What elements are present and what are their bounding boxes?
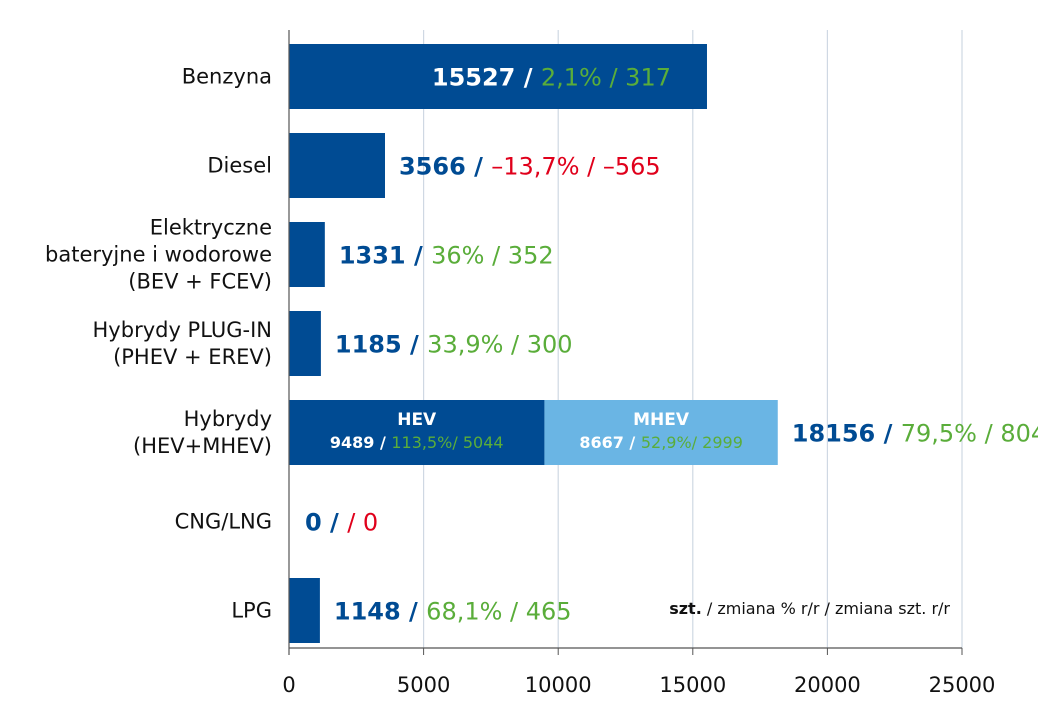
value-change: / 0 bbox=[347, 509, 378, 537]
value-change: 68,1% / 465 bbox=[426, 598, 571, 626]
legend-units: szt. bbox=[669, 599, 702, 618]
bar bbox=[289, 311, 321, 376]
value-label: 1331 / 36% / 352 bbox=[339, 242, 554, 270]
category-label-line: (HEV+MHEV) bbox=[133, 434, 272, 458]
value-number: 1148 / bbox=[334, 598, 426, 626]
segment-value: 8667 / bbox=[579, 433, 641, 452]
value-change: 79,5% / 8043 bbox=[901, 420, 1038, 448]
segment-name-label: MHEV bbox=[633, 410, 690, 430]
value-label: 18156 / 79,5% / 8043 bbox=[792, 420, 1038, 448]
value-number: 18156 / bbox=[792, 420, 901, 448]
bar bbox=[289, 133, 385, 198]
legend-note: szt. / zmiana % r/r / zmiana szt. r/r bbox=[669, 599, 950, 618]
segment-change: 52,9%/ 2999 bbox=[641, 433, 743, 452]
category-label-line: (PHEV + EREV) bbox=[113, 345, 272, 369]
bar-segment-hev bbox=[289, 400, 545, 465]
legend-rest: / zmiana % r/r / zmiana szt. r/r bbox=[702, 599, 951, 618]
value-number: 1185 / bbox=[335, 331, 427, 359]
value-change: 36% / 352 bbox=[431, 242, 554, 270]
value-change: 33,9% / 300 bbox=[427, 331, 572, 359]
value-labels: 15527 / 2,1% / 317 3566 / –13,7% / –565 13… bbox=[305, 64, 1038, 626]
bars bbox=[289, 44, 778, 643]
tick-label: 10000 bbox=[525, 673, 592, 697]
category-label-line: Elektryczne bbox=[150, 216, 272, 240]
category-label-line: Hybrydy PLUG-IN bbox=[93, 318, 272, 342]
bar bbox=[289, 44, 707, 109]
category-label: Benzyna bbox=[182, 65, 272, 89]
category-label-line: Hybrydy bbox=[184, 407, 272, 431]
segment-value-label: 9489 / 113,5%/ 5044 bbox=[330, 433, 504, 452]
category-label: Hybrydy (HEV+MHEV) bbox=[133, 407, 272, 458]
value-number: 3566 / bbox=[399, 153, 491, 181]
category-label: Elektryczne bateryjne i wodorowe (BEV + FC… bbox=[45, 216, 272, 294]
category-label-line: CNG/LNG bbox=[175, 510, 272, 534]
bar-segment-mhev bbox=[544, 400, 778, 465]
value-label: 0 / / 0 bbox=[305, 509, 378, 537]
value-label: 1185 / 33,9% / 300 bbox=[335, 331, 573, 359]
segment-value: 9489 / bbox=[330, 433, 392, 452]
value-change: –13,7% / –565 bbox=[491, 153, 660, 181]
segment-value-label: 8667 / 52,9%/ 2999 bbox=[579, 433, 743, 452]
category-label-line: Benzyna bbox=[182, 65, 272, 89]
value-number: 1331 / bbox=[339, 242, 431, 270]
tick-label: 0 bbox=[282, 673, 295, 697]
tick-label: 5000 bbox=[397, 673, 450, 697]
category-label: LPG bbox=[231, 599, 272, 623]
value-label: 15527 / 2,1% / 317 bbox=[432, 64, 671, 92]
tick-label: 25000 bbox=[929, 673, 996, 697]
value-change: 2,1% / 317 bbox=[541, 64, 671, 92]
category-label-line: bateryjne i wodorowe bbox=[45, 243, 272, 267]
category-label-line: LPG bbox=[231, 599, 272, 623]
tick-label: 20000 bbox=[794, 673, 861, 697]
tick-label: 15000 bbox=[659, 673, 726, 697]
value-number: 0 / bbox=[305, 509, 347, 537]
bar bbox=[289, 578, 320, 643]
x-axis: 0 5000 10000 15000 20000 25000 bbox=[282, 30, 995, 697]
segment-name-label: HEV bbox=[397, 410, 437, 430]
category-label: Hybrydy PLUG-IN (PHEV + EREV) bbox=[93, 318, 272, 369]
category-label-line: Diesel bbox=[207, 154, 272, 178]
category-labels: Benzyna Diesel Elektryczne bateryjne i wodo… bbox=[45, 65, 272, 623]
value-number: 15527 / bbox=[432, 64, 541, 92]
value-label: 3566 / –13,7% / –565 bbox=[399, 153, 661, 181]
gridlines bbox=[423, 30, 963, 648]
bar bbox=[289, 222, 325, 287]
value-label: 1148 / 68,1% / 465 bbox=[334, 598, 572, 626]
segment-change: 113,5%/ 5044 bbox=[391, 433, 503, 452]
category-label: CNG/LNG bbox=[175, 510, 272, 534]
category-label: Diesel bbox=[207, 154, 272, 178]
category-label-line: (BEV + FCEV) bbox=[128, 270, 272, 294]
